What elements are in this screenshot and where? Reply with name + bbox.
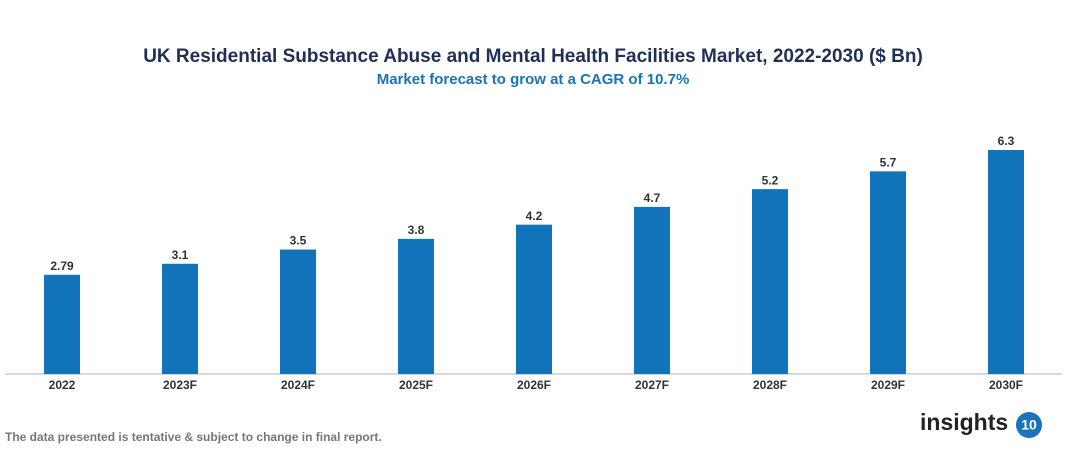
value-label: 4.2 bbox=[526, 209, 543, 223]
x-tick-label: 2030F bbox=[989, 378, 1023, 392]
logo-badge-text: 10 bbox=[1021, 417, 1037, 433]
bar bbox=[752, 189, 788, 374]
x-tick-label: 2023F bbox=[163, 378, 197, 392]
bar bbox=[162, 263, 198, 374]
x-tick-label: 2028F bbox=[753, 378, 787, 392]
value-label: 5.2 bbox=[762, 173, 779, 187]
value-label: 6.3 bbox=[998, 134, 1015, 148]
value-label: 3.8 bbox=[408, 223, 425, 237]
x-tick-label: 2027F bbox=[635, 378, 669, 392]
bar bbox=[280, 249, 316, 374]
value-label: 5.7 bbox=[880, 156, 897, 170]
bar bbox=[516, 224, 552, 374]
x-tick-label: 2022 bbox=[49, 378, 76, 392]
bar bbox=[988, 150, 1024, 374]
value-label: 4.7 bbox=[644, 191, 661, 205]
x-tick-label: 2024F bbox=[281, 378, 315, 392]
chart-subtitle: Market forecast to grow at a CAGR of 10.… bbox=[377, 71, 690, 88]
value-label: 2.79 bbox=[50, 259, 74, 273]
value-label: 3.1 bbox=[172, 248, 189, 262]
bar bbox=[634, 206, 670, 374]
x-tick-label: 2025F bbox=[399, 378, 433, 392]
logo-badge bbox=[1016, 412, 1042, 438]
x-tick-label: 2026F bbox=[517, 378, 551, 392]
chart-title: UK Residential Substance Abuse and Menta… bbox=[143, 46, 923, 67]
x-tick-label: 2029F bbox=[871, 378, 905, 392]
value-label: 3.5 bbox=[290, 234, 307, 248]
logo-text: insights bbox=[920, 409, 1008, 435]
bar bbox=[870, 171, 906, 374]
bar bbox=[398, 238, 434, 374]
bar bbox=[44, 274, 80, 374]
footer-note: The data presented is tentative & subjec… bbox=[5, 430, 382, 444]
